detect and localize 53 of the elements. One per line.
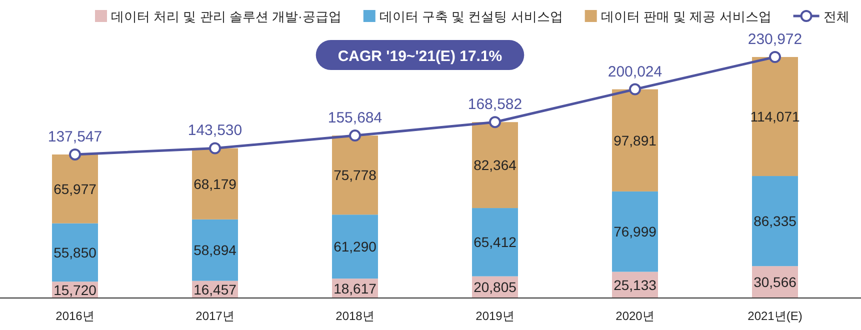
data-label: 25,133	[614, 276, 657, 293]
point	[629, 83, 641, 96]
data-label: 137,547	[48, 128, 102, 146]
bar	[612, 89, 658, 192]
point	[209, 142, 221, 154]
point	[489, 116, 501, 128]
bar	[752, 176, 798, 266]
legend-label: 데이터 판매 및 제공 서비스업	[600, 9, 772, 24]
data-label: 200,024	[608, 63, 662, 80]
point	[349, 130, 361, 142]
data-label: 82,364	[474, 157, 517, 174]
data-label: 68,179	[194, 176, 237, 192]
data-label: 155,684	[328, 110, 382, 127]
data-label: 230,972	[748, 31, 802, 48]
bar	[332, 136, 378, 215]
point	[769, 51, 781, 63]
data-label: 65,412	[474, 234, 517, 250]
x-tick-label: 2016년	[56, 309, 94, 323]
point	[69, 148, 81, 160]
x-tick-label: 2017년	[196, 309, 234, 323]
data-label: 18,617	[334, 280, 377, 296]
x-tick-label: 2020년	[616, 309, 654, 323]
bar	[472, 122, 518, 208]
bar	[612, 191, 658, 272]
bar	[52, 154, 98, 224]
legend-label: 데이터 구축 및 컨설팅 서비스업	[379, 9, 563, 24]
data-label: 168,582	[468, 96, 522, 114]
data-label: 76,999	[614, 224, 657, 240]
data-label: 15,720	[54, 282, 97, 298]
data-label: 143,530	[188, 122, 242, 140]
data-label: 16,457	[194, 281, 237, 298]
x-tick-label: 2019년	[476, 309, 514, 323]
data-label: 20,805	[474, 279, 517, 296]
data-label: 86,335	[754, 213, 797, 230]
legend-label: 전체	[823, 9, 850, 24]
bar	[472, 208, 518, 276]
annotation: CAGR '19~'21(E) 17.1%	[338, 48, 502, 65]
legend-label: 데이터 처리 및 관리 솔루션 개발·공급업	[111, 9, 342, 24]
data-label: 30,566	[754, 274, 797, 290]
x-tick-label: 2018년	[336, 309, 374, 323]
data-label: 55,850	[54, 244, 97, 260]
annotation: CAGR '19~'21(E) 17.1%	[316, 40, 524, 70]
data-label: 97,891	[614, 132, 657, 148]
data-label: 58,894	[194, 242, 237, 258]
data-label: 61,290	[334, 238, 377, 255]
data-label: 65,977	[54, 180, 97, 197]
data-label: 75,778	[334, 167, 377, 184]
x-tick-label: 2021년(E)	[748, 309, 802, 323]
bar	[752, 57, 798, 176]
bar	[52, 223, 98, 282]
bar	[332, 214, 378, 279]
bar	[192, 219, 238, 281]
bar	[192, 148, 238, 220]
